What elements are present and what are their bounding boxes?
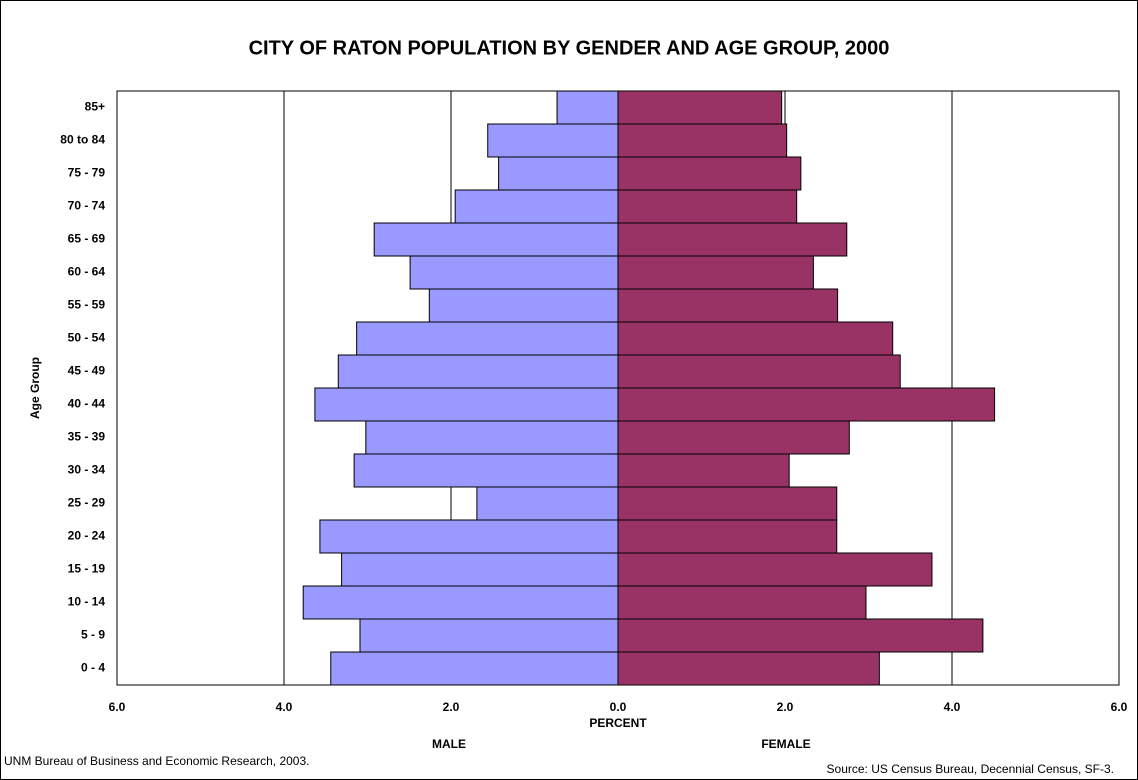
bar (617, 354, 901, 389)
plot-border (116, 90, 1120, 686)
bar (617, 189, 798, 224)
x-tick-label: 2.0 (777, 700, 794, 714)
y-tick-label: 0 - 4 (81, 661, 105, 675)
y-tick-label: 35 - 39 (68, 430, 106, 444)
bar (617, 288, 839, 323)
bar (617, 651, 880, 686)
y-tick-label: 5 - 9 (81, 628, 105, 642)
bar (498, 156, 619, 191)
bar (487, 123, 619, 158)
bar (617, 321, 894, 356)
source-note: Source: US Census Bureau, Decennial Cens… (827, 762, 1114, 776)
bar (356, 321, 619, 356)
bar (617, 618, 984, 653)
y-tick-label: 65 - 69 (68, 232, 106, 246)
bar (409, 255, 619, 290)
bar (556, 90, 619, 125)
x-tick-label: 4.0 (276, 700, 293, 714)
bar (454, 189, 619, 224)
y-tick-label: 75 - 79 (68, 166, 106, 180)
chart-title: CITY OF RATON POPULATION BY GENDER AND A… (249, 37, 890, 59)
bar (373, 222, 619, 257)
y-tick-label: 30 - 34 (68, 463, 106, 477)
y-tick-label: 25 - 29 (68, 496, 106, 510)
y-tick-label: 45 - 49 (68, 364, 106, 378)
bar (617, 123, 788, 158)
y-tick-label: 15 - 19 (68, 562, 106, 576)
bar (617, 585, 867, 620)
x-axis-label: PERCENT (589, 716, 647, 730)
y-tick-label: 60 - 64 (68, 265, 106, 279)
bar (617, 486, 838, 521)
y-tick-label: 40 - 44 (68, 397, 106, 411)
y-tick-label: 10 - 14 (68, 595, 106, 609)
y-tick-label: 55 - 59 (68, 298, 106, 312)
bar (617, 519, 838, 554)
bar (330, 651, 619, 686)
bar (353, 453, 619, 488)
bar (617, 222, 848, 257)
bar (617, 156, 802, 191)
bar (302, 585, 619, 620)
x-tick-label: 2.0 (443, 700, 460, 714)
bar (319, 519, 619, 554)
x-tick-label: 0.0 (610, 700, 627, 714)
bar (314, 387, 619, 422)
bar (617, 552, 933, 587)
bar (617, 90, 783, 125)
bar (365, 420, 619, 455)
y-tick-label: 70 - 74 (68, 199, 106, 213)
source-note: UNM Bureau of Business and Economic Rese… (4, 754, 310, 768)
bar (337, 354, 619, 389)
x-tick-label: 4.0 (944, 700, 961, 714)
bar (476, 486, 619, 521)
bar (617, 255, 814, 290)
y-axis-label: Age Group (28, 357, 42, 419)
bar (617, 453, 790, 488)
series-label: MALE (432, 737, 466, 751)
bar (428, 288, 619, 323)
y-tick-label: 20 - 24 (68, 529, 106, 543)
y-tick-label: 80 to 84 (60, 133, 105, 147)
bar (617, 387, 996, 422)
y-tick-label: 85+ (85, 100, 105, 114)
bar (341, 552, 619, 587)
x-tick-label: 6.0 (1111, 700, 1128, 714)
x-tick-label: 6.0 (109, 700, 126, 714)
bar (617, 420, 850, 455)
bar (359, 618, 619, 653)
series-label: FEMALE (761, 737, 810, 751)
y-tick-label: 50 - 54 (68, 331, 106, 345)
